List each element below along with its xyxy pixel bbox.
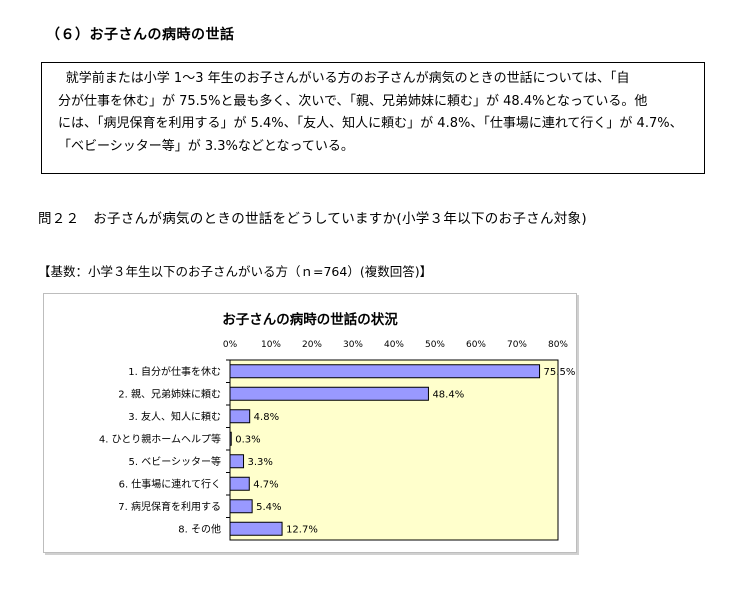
bar <box>229 476 250 491</box>
bar <box>229 364 541 379</box>
chart-frame: お子さんの病時の世話の状況 0% 10% 20% 30% 40% 50% 60% 70% 80%… <box>43 293 577 553</box>
question-text: 問２２ お子さんが病気のときの世話をどうしていますか(小学３年以下のお子さん対象… <box>38 211 587 227</box>
data-label: 12.7% <box>286 524 318 535</box>
data-label: 48.4% <box>432 389 464 400</box>
base-note: 【基数：小学３年生以下のお子さんがいる方（ｎ=764）(複数回答)】 <box>38 264 433 279</box>
summary-line: 就学前または小学 1～3 年生のお子さんがいる方のお子さんが病気のときの世話につ… <box>65 71 630 86</box>
data-label: 75.5% <box>544 367 576 378</box>
data-label: 3.3% <box>248 457 273 468</box>
summary-line: 分が仕事を休む」が 75.5%と最も多く、次いで、「親、兄弟姉妹に頼む」が 48… <box>58 93 648 109</box>
bar <box>229 521 283 536</box>
chart-title: お子さんの病時の世話の状況 <box>222 312 398 328</box>
x-tick-label: 20% <box>302 340 322 350</box>
section-title: （６）お子さんの病時の世話 <box>46 27 235 43</box>
summary-line: 「ベビーシッター等」が 3.3%などとなっている。 <box>58 138 354 154</box>
x-tick-label: 50% <box>425 340 445 350</box>
category-label: 2. 親、兄弟姉妹に頼む <box>118 387 221 400</box>
category-label: 5. ベビーシッター等 <box>128 455 221 468</box>
x-tick-label: 10% <box>261 340 281 350</box>
x-tick-label: 60% <box>466 340 486 350</box>
category-label: 4. ひとり親ホームヘルプ等 <box>99 432 221 445</box>
bar <box>229 454 245 469</box>
bar-chart: 0% 10% 20% 30% 40% 50% 60% 70% 80% 1. 自分が仕事を休む 75.… <box>99 340 576 541</box>
x-tick-label: 80% <box>548 340 568 350</box>
x-tick-label: 70% <box>507 340 527 350</box>
category-label: 1. 自分が仕事を休む <box>128 365 221 378</box>
bar <box>229 499 253 514</box>
category-label: 8. その他 <box>178 522 221 535</box>
category-label: 7. 病児保育を利用する <box>118 500 221 513</box>
bar <box>229 431 232 446</box>
x-tick-label: 0% <box>223 340 238 350</box>
summary-box: 就学前または小学 1～3 年生のお子さんがいる方のお子さんが病気のときの世話につ… <box>41 62 705 174</box>
summary-line: には、「病児保育を利用する」が 5.4%、「友人、知人に頼む」が 4.8%、「仕… <box>58 116 683 131</box>
x-tick-label: 30% <box>343 340 363 350</box>
category-label: 6. 仕事場に連れて行く <box>119 477 221 490</box>
bar <box>229 386 429 401</box>
data-label: 5.4% <box>256 502 281 513</box>
data-label: 4.7% <box>253 479 278 490</box>
category-label: 3. 友人、知人に頼む <box>128 410 221 423</box>
bar <box>229 409 251 424</box>
data-label: 4.8% <box>254 412 279 423</box>
data-label: 0.3% <box>235 434 260 445</box>
x-tick-label: 40% <box>384 340 404 350</box>
